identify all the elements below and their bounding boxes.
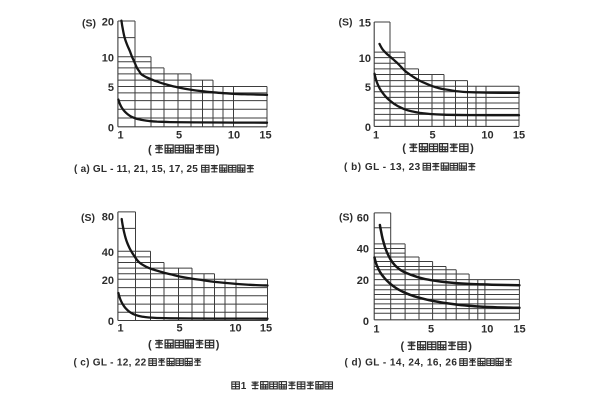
svg-text:80: 80 — [102, 212, 114, 224]
svg-text:5: 5 — [429, 130, 435, 142]
svg-text:): ) — [468, 340, 472, 352]
svg-text:10: 10 — [359, 53, 371, 65]
svg-text:5: 5 — [176, 130, 182, 142]
svg-text:5: 5 — [176, 323, 182, 335]
svg-text:10: 10 — [228, 130, 240, 142]
svg-text:0: 0 — [108, 316, 114, 328]
svg-text:5: 5 — [108, 82, 114, 94]
svg-text:(S): (S) — [81, 212, 95, 224]
svg-text:60: 60 — [357, 213, 369, 225]
svg-text:(: ( — [401, 340, 405, 352]
svg-text:(S): (S) — [339, 17, 353, 29]
svg-text:15: 15 — [260, 323, 272, 335]
svg-text:15: 15 — [513, 130, 525, 142]
svg-text:(S): (S) — [339, 212, 353, 224]
svg-text:(S): (S) — [82, 18, 96, 30]
svg-text:( c) GL - 12, 22: ( c) GL - 12, 22 — [74, 358, 147, 369]
svg-text:1: 1 — [117, 130, 123, 142]
svg-text:10: 10 — [481, 130, 493, 142]
svg-text:1: 1 — [241, 381, 247, 392]
svg-text:5: 5 — [428, 324, 434, 336]
svg-text:0: 0 — [108, 122, 114, 134]
svg-text:20: 20 — [102, 17, 114, 29]
svg-text:15: 15 — [513, 324, 525, 336]
svg-text:10: 10 — [229, 323, 241, 335]
svg-text:15: 15 — [259, 130, 271, 142]
svg-text:1: 1 — [373, 130, 379, 142]
svg-text:15: 15 — [359, 18, 371, 30]
svg-text:(: ( — [148, 144, 152, 156]
svg-text:1: 1 — [373, 324, 379, 336]
svg-text:( d) GL - 14, 24, 16, 26: ( d) GL - 14, 24, 16, 26 — [345, 358, 458, 369]
svg-text:0: 0 — [363, 316, 369, 328]
svg-text:0: 0 — [365, 122, 371, 134]
svg-text:): ) — [216, 339, 220, 351]
svg-text:5: 5 — [365, 82, 371, 94]
svg-text:20: 20 — [102, 275, 114, 287]
svg-text:(: ( — [402, 143, 406, 155]
svg-text:): ) — [216, 144, 220, 156]
svg-text:20: 20 — [357, 275, 369, 287]
svg-text:): ) — [470, 143, 474, 155]
svg-text:40: 40 — [102, 247, 114, 259]
svg-text:40: 40 — [357, 244, 369, 256]
svg-text:1: 1 — [117, 323, 123, 335]
svg-text:( a) GL - 11, 21, 15, 17, 25: ( a) GL - 11, 21, 15, 17, 25 — [74, 164, 198, 175]
svg-text:( b) GL - 13, 23: ( b) GL - 13, 23 — [344, 162, 421, 173]
svg-text:10: 10 — [102, 52, 114, 64]
svg-text:(: ( — [148, 339, 152, 351]
svg-text:10: 10 — [481, 324, 493, 336]
